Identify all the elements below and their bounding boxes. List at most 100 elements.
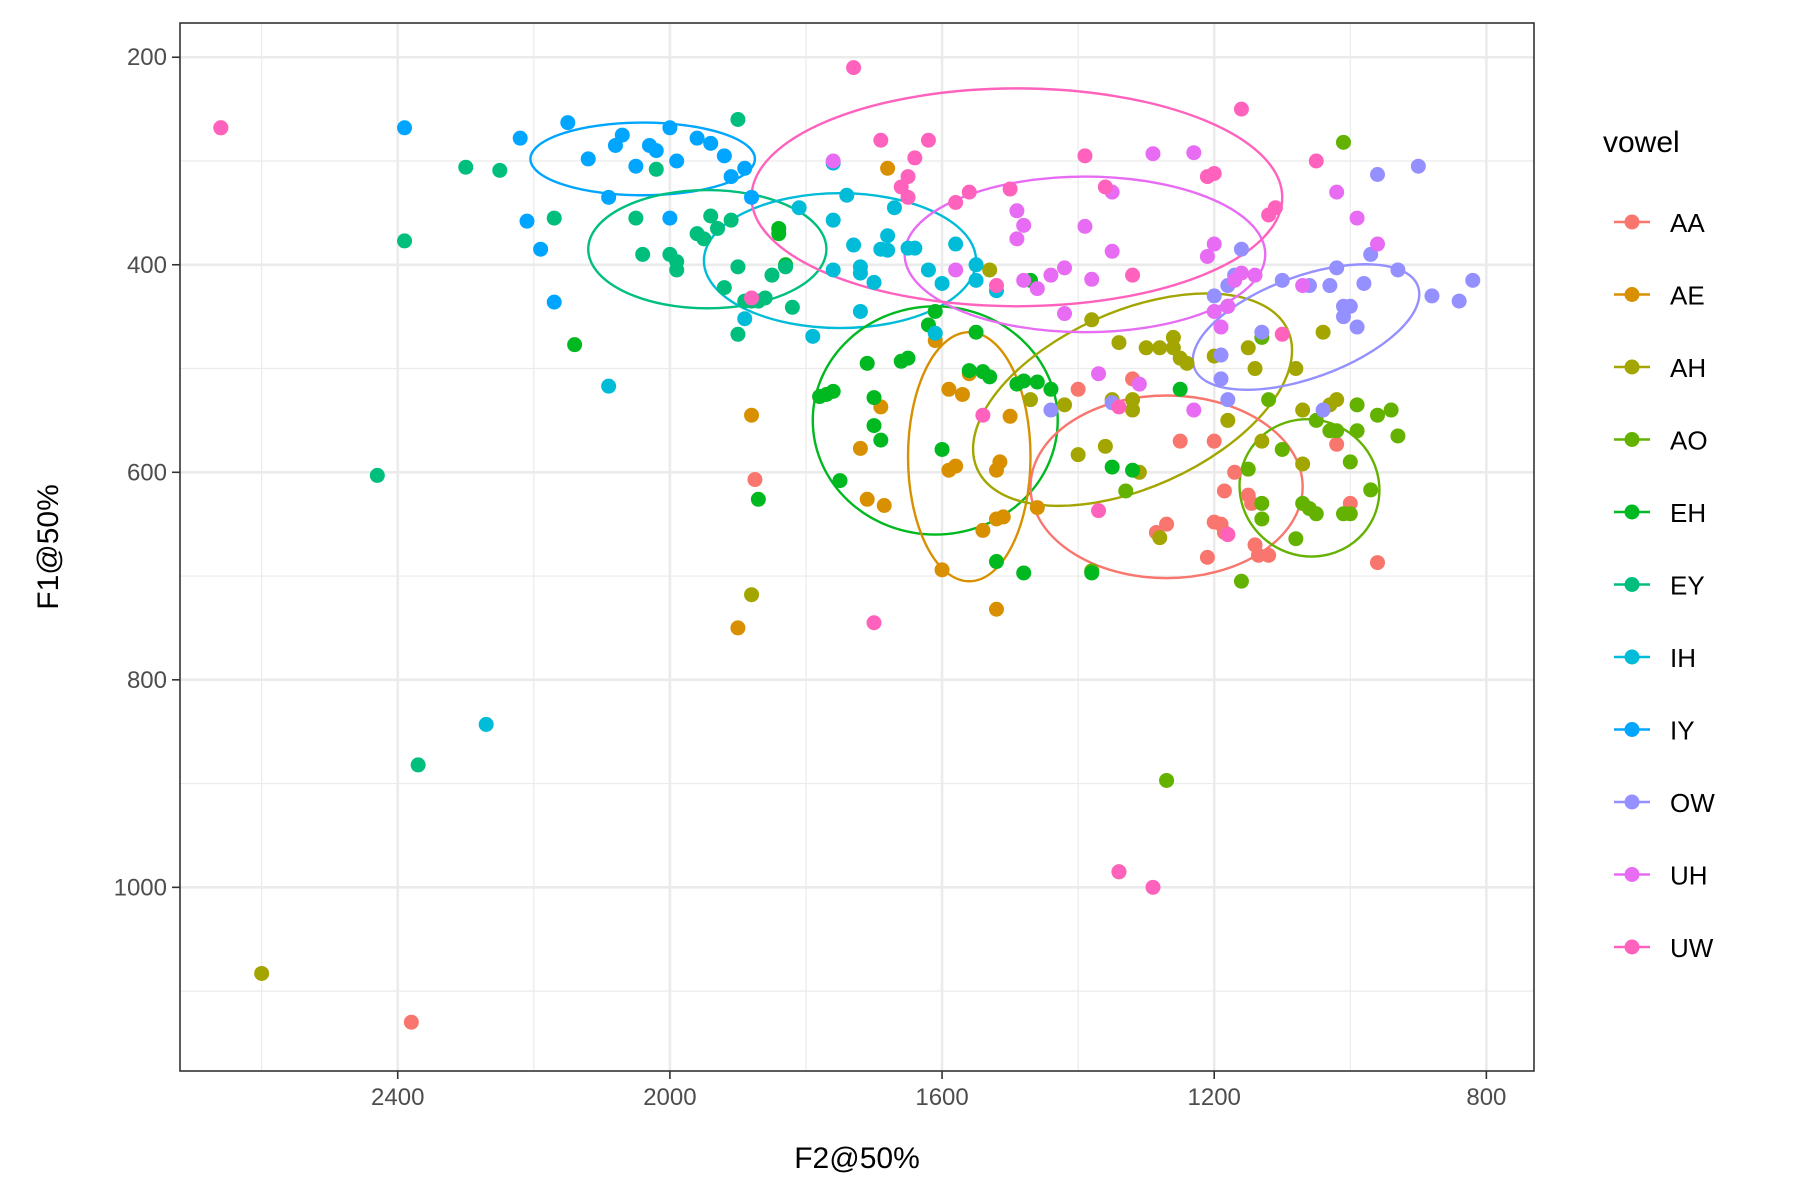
point-aa [403, 1014, 419, 1030]
point-ao [1233, 573, 1249, 589]
point-aa [1159, 516, 1175, 532]
plot-border [179, 22, 1535, 1072]
legend-key-point [1624, 287, 1640, 302]
legend-key-point [1624, 649, 1640, 665]
point-ah [1254, 433, 1270, 449]
point-uw [907, 150, 923, 166]
point-eh [934, 441, 950, 457]
point-iy [533, 241, 549, 257]
y-tick-label: 400 [127, 252, 167, 279]
point-ao [1118, 483, 1134, 499]
ellipse-iy [529, 121, 757, 197]
point-uw [1220, 527, 1236, 543]
point-uw [1097, 179, 1113, 195]
point-iy [744, 189, 760, 205]
point-uh [1104, 243, 1120, 259]
point-uh [1091, 366, 1107, 382]
ellipse-ey [587, 188, 828, 310]
point-ao [1240, 461, 1256, 477]
point-aa [1206, 433, 1222, 449]
point-eh [982, 369, 998, 385]
point-uh [1247, 267, 1263, 283]
point-uh [1145, 146, 1161, 162]
y-tick-label: 200 [127, 44, 167, 71]
point-ah [1220, 412, 1236, 428]
point-uh [1186, 145, 1202, 161]
point-ah [1152, 530, 1168, 546]
point-ey [635, 246, 651, 262]
point-uh [1043, 267, 1059, 283]
point-ao [1274, 441, 1290, 457]
x-tick-label: 2400 [371, 1084, 424, 1111]
point-eh [1125, 462, 1141, 478]
point-uw [1125, 267, 1141, 283]
point-uw [1145, 879, 1161, 895]
ellipse-aa [1029, 394, 1304, 580]
legend-key-point [1624, 794, 1640, 810]
legend-key-point [1624, 722, 1640, 737]
point-ae [941, 381, 957, 397]
point-ow [1335, 298, 1351, 314]
point-uw [1111, 864, 1127, 880]
legend-key-point [1624, 359, 1640, 375]
point-uw [846, 60, 862, 76]
point-uw [900, 169, 916, 185]
point-ae [744, 407, 760, 423]
point-ah [1084, 312, 1100, 328]
point-ih [839, 187, 855, 203]
point-uh [1084, 271, 1100, 287]
point-ih [852, 259, 868, 275]
point-ey [628, 210, 644, 226]
point-uw [920, 132, 936, 148]
point-ao [1342, 506, 1358, 522]
point-ey [703, 208, 719, 224]
point-uh [1057, 260, 1073, 276]
point-uw [961, 184, 977, 200]
point-ow [1322, 278, 1338, 294]
point-eh [859, 355, 875, 371]
point-ih [825, 212, 841, 228]
point-ae [876, 497, 892, 513]
point-uh [825, 153, 841, 169]
point-eh [968, 324, 984, 340]
point-ey [648, 161, 664, 177]
point-ao [1329, 423, 1345, 439]
point-iy [614, 127, 630, 143]
point-ih [852, 303, 868, 319]
point-ah [1165, 329, 1181, 345]
point-iy [560, 115, 576, 131]
point-ow [1213, 347, 1229, 363]
point-ow [1465, 272, 1481, 288]
point-uh [1329, 184, 1345, 200]
point-iy [662, 120, 678, 136]
point-ih [737, 311, 753, 327]
point-uw [1274, 326, 1290, 342]
point-ae [1029, 500, 1045, 516]
point-eh [818, 386, 834, 402]
point-ih [825, 262, 841, 278]
point-aa [1227, 464, 1243, 480]
point-eh [1029, 374, 1045, 390]
point-uw [1002, 181, 1018, 197]
point-ae [948, 458, 964, 474]
point-ao [1349, 423, 1365, 439]
point-uw [744, 290, 760, 306]
point-ao [1254, 511, 1270, 527]
point-ih [920, 262, 936, 278]
point-uw [213, 120, 229, 136]
point-iy [669, 153, 685, 169]
point-ae [852, 440, 868, 456]
legend-label: AH [1670, 353, 1706, 383]
point-ah [1295, 456, 1311, 472]
point-ih [934, 275, 950, 291]
point-ah [1240, 340, 1256, 356]
point-eh [927, 303, 943, 319]
legend-key-point [1624, 214, 1640, 230]
legend-label: UH [1670, 861, 1708, 891]
y-tick-label: 600 [127, 459, 167, 486]
point-ih [968, 257, 984, 273]
y-axis-title: F1@50% [32, 484, 65, 610]
point-aa [1370, 555, 1386, 571]
legend-item-ey: EY [1614, 571, 1705, 601]
